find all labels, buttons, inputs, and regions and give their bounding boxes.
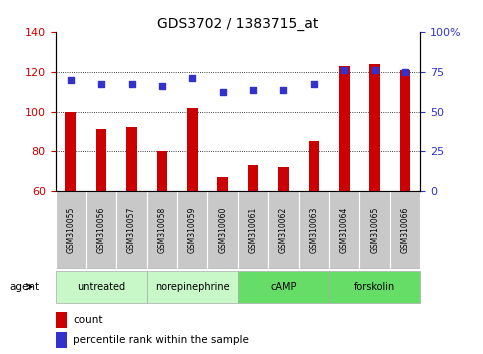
Text: GSM310055: GSM310055 bbox=[66, 207, 75, 253]
Bar bbox=[298, 191, 329, 269]
Bar bbox=[208, 191, 238, 269]
Bar bbox=[156, 152, 167, 311]
Bar bbox=[65, 112, 76, 311]
Point bbox=[310, 81, 318, 86]
Bar bbox=[390, 191, 420, 269]
Point bbox=[280, 87, 287, 92]
Text: norepinephrine: norepinephrine bbox=[155, 282, 229, 292]
Text: GSM310061: GSM310061 bbox=[249, 207, 257, 253]
Text: GSM310056: GSM310056 bbox=[97, 207, 106, 253]
Bar bbox=[217, 177, 228, 311]
Text: GSM310059: GSM310059 bbox=[188, 207, 197, 253]
Text: cAMP: cAMP bbox=[270, 282, 297, 292]
Bar bbox=[56, 191, 86, 269]
Bar bbox=[56, 312, 67, 329]
Text: GSM310060: GSM310060 bbox=[218, 207, 227, 253]
Text: agent: agent bbox=[10, 282, 40, 292]
Text: forskolin: forskolin bbox=[354, 282, 395, 292]
Bar bbox=[126, 127, 137, 311]
Point bbox=[371, 67, 379, 73]
Bar bbox=[369, 64, 380, 311]
Text: untreated: untreated bbox=[77, 282, 125, 292]
Bar bbox=[56, 271, 147, 303]
Text: GSM310066: GSM310066 bbox=[400, 207, 410, 253]
Bar bbox=[268, 191, 298, 269]
Text: GSM310062: GSM310062 bbox=[279, 207, 288, 253]
Bar bbox=[329, 191, 359, 269]
Bar bbox=[147, 191, 177, 269]
Bar bbox=[56, 332, 67, 348]
Point bbox=[67, 77, 74, 82]
Text: GSM310058: GSM310058 bbox=[157, 207, 167, 253]
Point bbox=[158, 83, 166, 88]
Text: GSM310065: GSM310065 bbox=[370, 207, 379, 253]
Bar bbox=[116, 191, 147, 269]
Bar bbox=[400, 70, 411, 311]
Bar bbox=[278, 167, 289, 311]
Bar bbox=[248, 165, 258, 311]
Bar bbox=[359, 191, 390, 269]
Bar bbox=[96, 130, 106, 311]
Bar bbox=[238, 271, 329, 303]
Bar bbox=[309, 141, 319, 311]
Point bbox=[188, 75, 196, 80]
Text: GSM310064: GSM310064 bbox=[340, 207, 349, 253]
Bar bbox=[329, 271, 420, 303]
Bar bbox=[86, 191, 116, 269]
Title: GDS3702 / 1383715_at: GDS3702 / 1383715_at bbox=[157, 17, 319, 31]
Point bbox=[97, 81, 105, 86]
Text: GSM310063: GSM310063 bbox=[309, 207, 318, 253]
Bar bbox=[339, 66, 350, 311]
Point bbox=[219, 89, 227, 95]
Point bbox=[128, 81, 135, 86]
Bar bbox=[177, 191, 208, 269]
Text: count: count bbox=[73, 315, 102, 325]
Point bbox=[249, 87, 257, 92]
Point bbox=[341, 67, 348, 73]
Point bbox=[401, 69, 409, 75]
Text: GSM310057: GSM310057 bbox=[127, 207, 136, 253]
Text: percentile rank within the sample: percentile rank within the sample bbox=[73, 335, 249, 345]
Bar bbox=[187, 108, 198, 311]
Bar bbox=[147, 271, 238, 303]
Bar bbox=[238, 191, 268, 269]
